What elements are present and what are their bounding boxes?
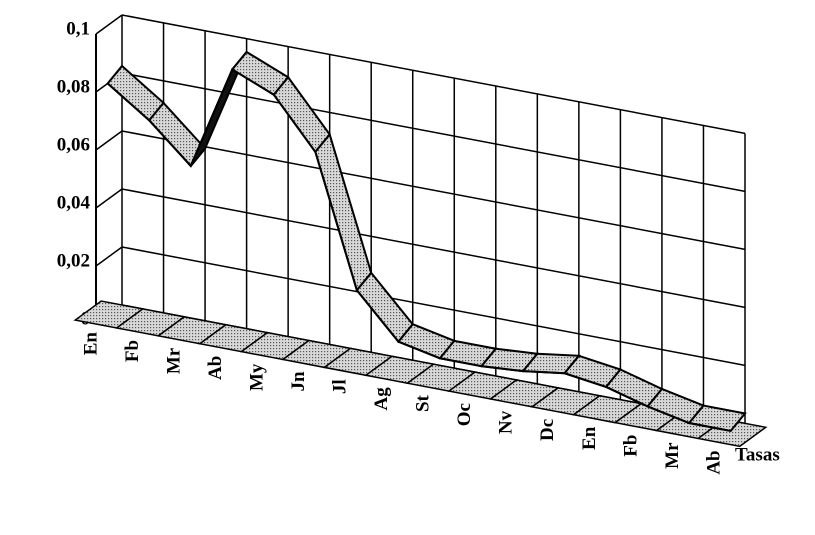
- x-tick-label: My: [246, 363, 267, 391]
- x-tick-label: Dc: [537, 419, 558, 441]
- x-tick-label: Fb: [122, 340, 143, 362]
- x-tick-label: Mr: [662, 442, 683, 469]
- x-tick-label: En: [80, 332, 101, 356]
- x-tick-label: Fb: [620, 435, 641, 457]
- x-tick-label: En: [579, 426, 600, 450]
- x-tick-label: Jl: [330, 379, 351, 394]
- x-tick-label: St: [413, 394, 434, 412]
- x-tick-label: Ab: [205, 356, 226, 380]
- ribbon-face: [314, 132, 373, 293]
- y-tick-label: 0,02: [57, 250, 90, 271]
- x-tick-label: Ag: [371, 387, 392, 411]
- y-tick-label: 0,08: [57, 76, 90, 97]
- y-tick-label: 0,1: [66, 18, 90, 39]
- x-tick-label: Oc: [454, 403, 475, 426]
- grid-line: [121, 130, 746, 251]
- x-tick-label: Nv: [496, 410, 517, 434]
- grid-line: [121, 188, 746, 309]
- y-tick-label: 0,04: [57, 192, 91, 213]
- grid-line: [121, 14, 746, 135]
- side-grid-line: [95, 246, 123, 267]
- line: [107, 67, 731, 432]
- series-label: Tasas: [735, 445, 780, 466]
- side-grid-line: [95, 188, 123, 209]
- x-tick-label: Jn: [288, 371, 309, 392]
- ribbon-face: [355, 271, 415, 344]
- x-tick-label: Ab: [703, 450, 724, 474]
- ribbon-face: [272, 75, 331, 154]
- x-tick-label: Mr: [163, 347, 184, 374]
- grid-line: [121, 246, 746, 367]
- y-tick-label: 0,06: [57, 134, 90, 155]
- grid-line: [121, 72, 746, 193]
- side-grid-line: [95, 130, 123, 151]
- side-grid-line: [95, 14, 123, 35]
